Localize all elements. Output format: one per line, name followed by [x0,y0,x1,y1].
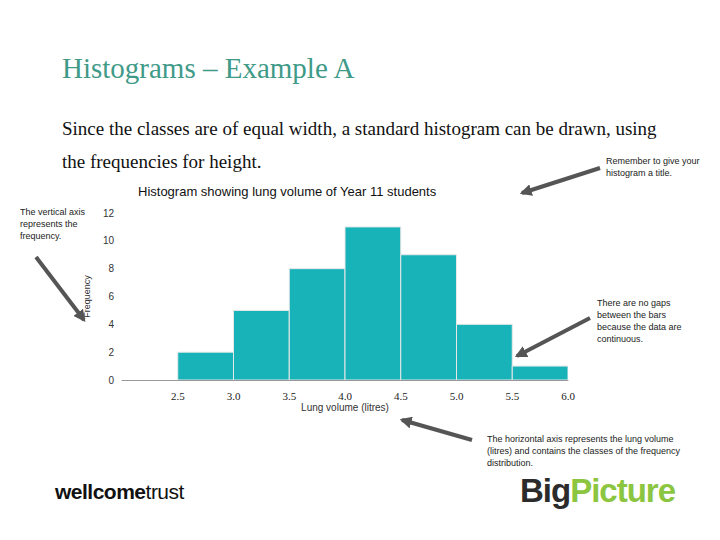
svg-text:4.0: 4.0 [338,390,352,402]
svg-text:6.0: 6.0 [561,390,575,402]
svg-text:2.5: 2.5 [171,390,185,402]
svg-text:Lung volume (litres): Lung volume (litres) [301,402,389,413]
html-text:There are no gaps between the: There are no gaps between the bars becau… [597,298,682,344]
svg-text:3.0: 3.0 [227,390,241,402]
html-text:The horizontal axis represents: The horizontal axis represents the lung … [487,434,681,468]
svg-text:0: 0 [108,375,114,386]
svg-text:12: 12 [103,208,115,219]
html-text:Remember to give your histogra: Remember to give your histogram a title. [606,156,700,178]
html-text:Histograms – Example A: Histograms – Example A [62,52,355,84]
svg-text:4: 4 [108,319,114,330]
svg-text:Frequency: Frequency [82,275,92,318]
svg-text:2: 2 [108,347,114,358]
svg-text:5.0: 5.0 [450,390,464,402]
svg-text:8: 8 [108,263,114,274]
svg-text:4.5: 4.5 [394,390,408,402]
svg-text:10: 10 [103,235,115,246]
html-text:wellcome trust: wellcome trust [55,480,184,503]
svg-text:Histogram showing lung volume: Histogram showing lung volume of Year 11… [138,184,437,199]
svg-text:3.5: 3.5 [282,390,296,402]
svg-text:5.5: 5.5 [505,390,519,402]
svg-text:6: 6 [108,291,114,302]
html-text:Big Picture: Big Picture [520,472,675,509]
html-text:The vertical axis represents t: The vertical axis represents the frequen… [20,207,85,241]
html-text:Since the classes are of equal: Since the classes are of equal width, a … [62,118,657,172]
